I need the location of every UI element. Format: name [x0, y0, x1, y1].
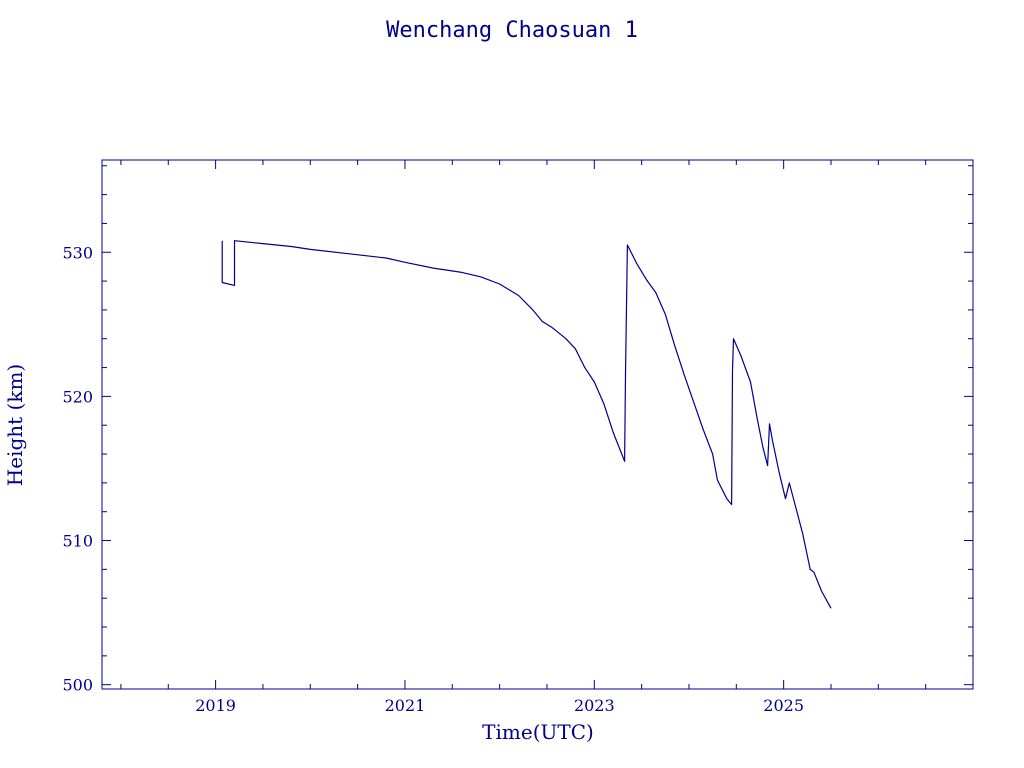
- x-axis-label: Time(UTC): [482, 720, 594, 744]
- axis-tick-labels: 2019 2021 2023 2025 500 510 520 530: [62, 243, 804, 715]
- chart-title: Wenchang Chaosuan 1: [386, 18, 638, 43]
- x-tick-label: 2025: [763, 696, 804, 715]
- y-tick-label: 520: [62, 387, 93, 406]
- x-tick-label: 2021: [385, 696, 426, 715]
- y-axis-label: Height (km): [3, 364, 27, 486]
- y-tick-label: 510: [62, 532, 93, 551]
- plot-frame: [101, 159, 974, 690]
- y-tick-label: 530: [62, 243, 93, 262]
- x-tick-label: 2019: [195, 696, 236, 715]
- x-tick-label: 2023: [574, 696, 615, 715]
- series-line: [221, 240, 832, 609]
- axis-ticks: [102, 160, 973, 689]
- y-tick-label: 500: [62, 676, 93, 695]
